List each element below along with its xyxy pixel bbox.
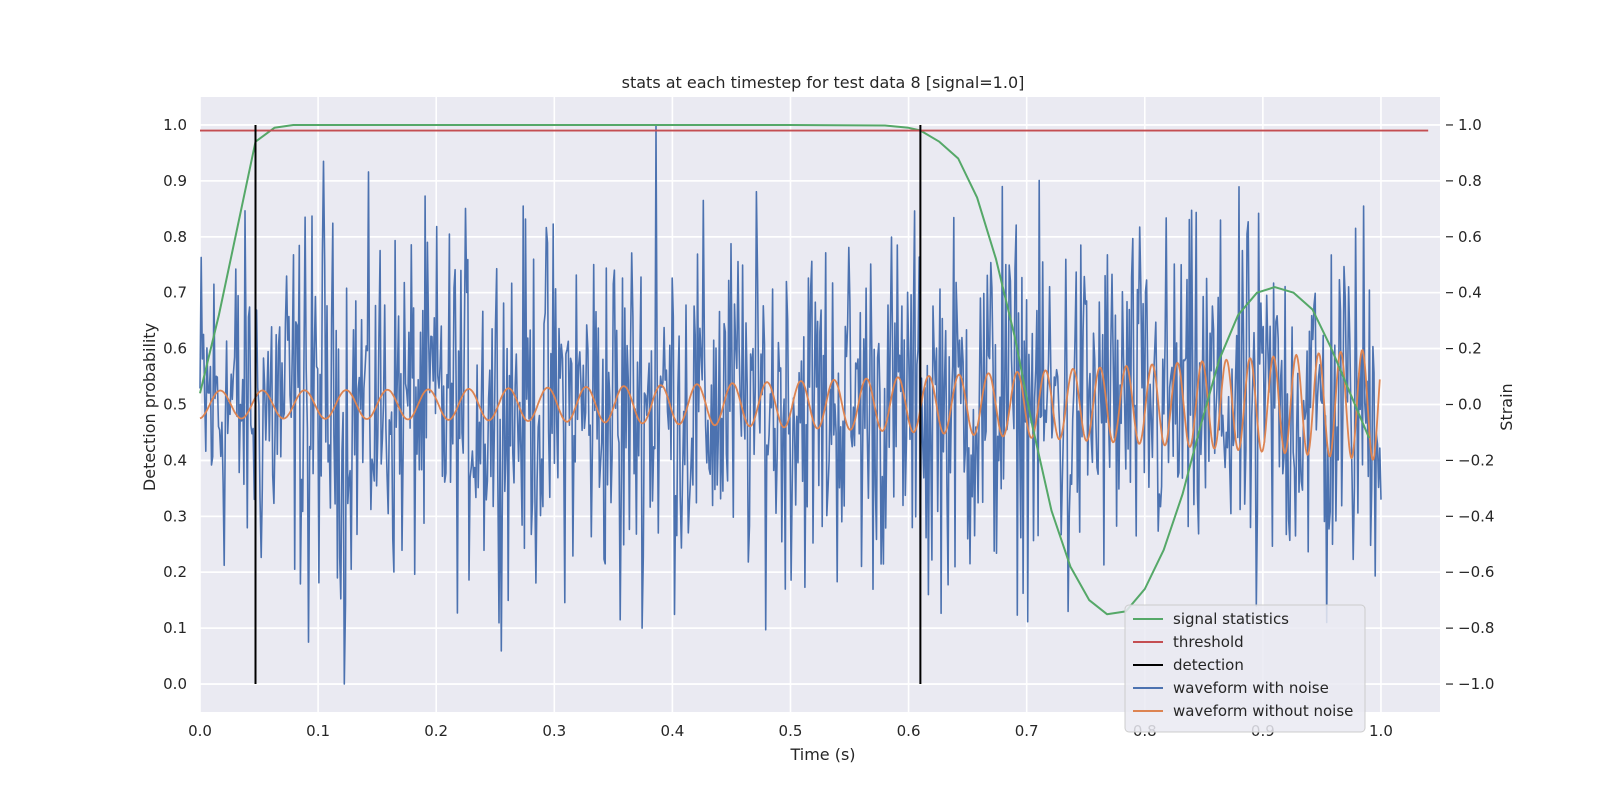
y-left-tick-label: 1.0 — [163, 116, 187, 134]
series-signal-statistics — [199, 124, 1371, 616]
x-axis: 0.00.10.20.30.40.50.60.70.80.91.0 — [188, 722, 1393, 740]
y-left-tick-label: 0.1 — [163, 619, 187, 637]
y-right-tick-label: −0.2 — [1458, 451, 1494, 469]
legend: signal statistics threshold detection wavef… — [1124, 604, 1366, 733]
x-tick-label: 0.3 — [542, 722, 566, 740]
y-right-tick-label: −0.6 — [1458, 563, 1494, 581]
series-group — [199, 124, 1429, 685]
y-left-tick-label: 0.4 — [163, 451, 187, 469]
y-axis-right-title: Strain — [1497, 383, 1516, 430]
chart-title: stats at each timestep for test data 8 [… — [622, 73, 1025, 92]
y-right-tick-label: 0.8 — [1458, 172, 1482, 190]
y-right-tick-label: 0.2 — [1458, 340, 1482, 358]
y-axis-right: −1.0 −0.8 −0.6 −0.4 −0.2 0.0 0.2 0.4 0.6 0.8 1.0 — [1446, 116, 1494, 693]
y-left-tick-label: 0.6 — [163, 340, 187, 358]
y-right-tick-label: −0.4 — [1458, 507, 1494, 525]
y-left-tick-label: 0.5 — [163, 396, 187, 414]
y-right-tick-label: 0.0 — [1458, 396, 1482, 414]
y-right-tick-label: −1.0 — [1458, 675, 1494, 693]
y-left-tick-label: 0.2 — [163, 563, 187, 581]
y-left-tick-label: 0.9 — [163, 172, 187, 190]
y-left-tick-label: 0.7 — [163, 284, 187, 302]
x-axis-title: Time (s) — [789, 745, 855, 764]
x-tick-label: 0.2 — [424, 722, 448, 740]
x-tick-label: 0.0 — [188, 722, 212, 740]
x-tick-label: 1.0 — [1369, 722, 1393, 740]
legend-label: detection — [1173, 656, 1244, 674]
legend-label: threshold — [1173, 633, 1244, 651]
y-right-tick-label: 0.6 — [1458, 228, 1482, 246]
y-axis-left-title: Detection probability — [140, 323, 159, 491]
legend-label: signal statistics — [1173, 610, 1289, 628]
x-tick-label: 0.1 — [306, 722, 330, 740]
y-right-tick-label: 1.0 — [1458, 116, 1482, 134]
x-tick-label: 0.4 — [660, 722, 684, 740]
y-left-tick-label: 0.8 — [163, 228, 187, 246]
x-tick-label: 0.7 — [1015, 722, 1039, 740]
y-left-tick-label: 0.3 — [163, 507, 187, 525]
y-right-tick-label: −0.8 — [1458, 619, 1494, 637]
x-tick-label: 0.5 — [779, 722, 803, 740]
legend-label: waveform without noise — [1173, 702, 1353, 720]
y-axis-left: 0.0 0.1 0.2 0.3 0.4 0.5 0.6 0.7 0.8 0.9 1.0 — [163, 116, 187, 693]
y-left-tick-label: 0.0 — [163, 675, 187, 693]
legend-label: waveform with noise — [1173, 679, 1329, 697]
x-tick-label: 0.6 — [897, 722, 921, 740]
legend-box — [1124, 604, 1366, 733]
y-right-tick-label: 0.4 — [1458, 284, 1482, 302]
series-waveform-without-noise — [199, 349, 1381, 461]
